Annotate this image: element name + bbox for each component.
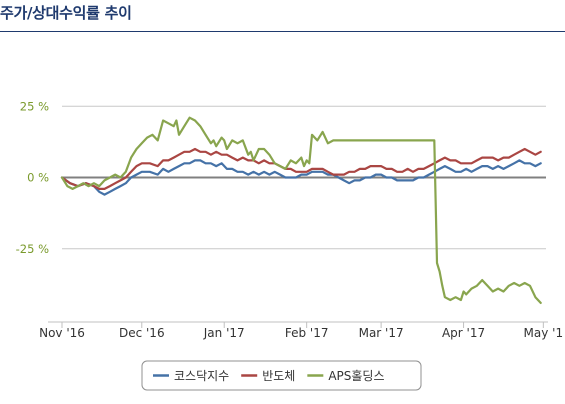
x-tick-label: Apr '17 bbox=[442, 326, 485, 340]
x-tick-label: May '1 bbox=[524, 326, 564, 340]
x-tick-label: Feb '17 bbox=[285, 326, 329, 340]
legend-item-2[interactable]: APS홀딩스 bbox=[328, 369, 384, 383]
y-tick-label: -25 % bbox=[16, 242, 49, 256]
series-line-0 bbox=[60, 159, 542, 196]
y-axis: 25 % 0 % -25 % bbox=[16, 99, 49, 256]
x-tick-label: Jan '17 bbox=[203, 326, 245, 340]
series-lines bbox=[60, 116, 542, 304]
series-line-2 bbox=[60, 116, 542, 304]
legend[interactable]: 코스닥지수 반도체 APS홀딩스 bbox=[141, 360, 422, 391]
legend-item-1[interactable]: 반도체 bbox=[262, 369, 295, 383]
chart-title: 주가/상대수익률 추이 bbox=[0, 4, 132, 22]
legend-item-0[interactable]: 코스닥지수 bbox=[174, 369, 229, 383]
x-tick-label: Nov '16 bbox=[39, 326, 85, 340]
legend-box bbox=[141, 360, 422, 391]
x-tick-label: Mar '17 bbox=[359, 326, 404, 340]
x-tick-label: Dec '16 bbox=[119, 326, 165, 340]
series-line-1 bbox=[60, 147, 542, 190]
x-axis: Nov '16 Dec '16 Jan '17 Feb '17 Mar '17 Apr '… bbox=[39, 321, 564, 340]
title-divider bbox=[0, 31, 565, 32]
chart-header: 주가/상대수익률 추이 bbox=[0, 0, 565, 34]
y-tick-label: 0 % bbox=[27, 171, 49, 185]
grid-lines bbox=[62, 105, 546, 250]
y-tick-label: 25 % bbox=[20, 99, 49, 113]
